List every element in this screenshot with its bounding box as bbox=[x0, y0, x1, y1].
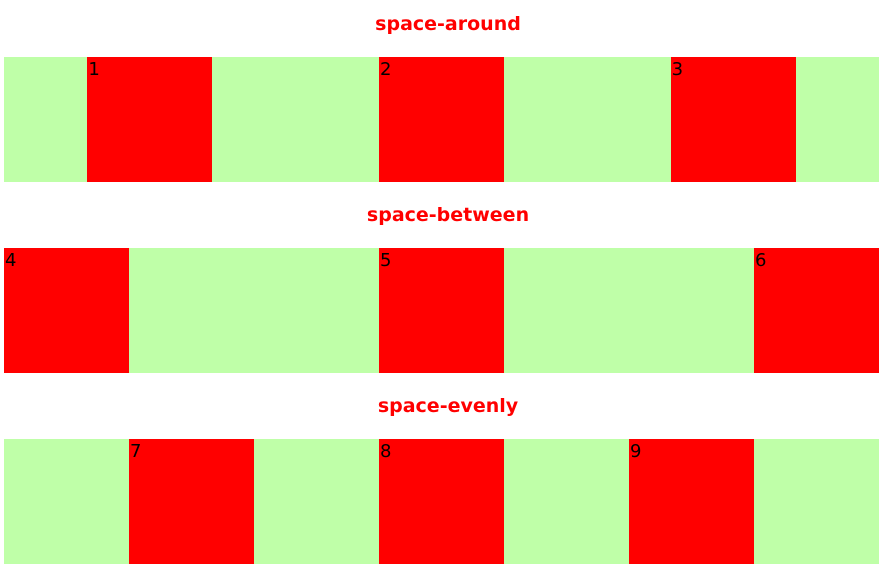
flex-item-3: 3 bbox=[670, 57, 796, 182]
flex-container-space-around: 1 2 3 bbox=[4, 57, 879, 182]
section-title-space-evenly: space-evenly bbox=[377, 395, 519, 417]
flex-container-space-evenly: 7 8 9 bbox=[4, 439, 879, 564]
flex-container-space-between: 4 5 6 bbox=[4, 248, 879, 373]
flex-item-2: 2 bbox=[378, 57, 504, 182]
flex-item-5: 5 bbox=[379, 248, 504, 373]
flex-item-7: 7 bbox=[129, 439, 254, 564]
flex-item-6: 6 bbox=[754, 248, 879, 373]
section-title-space-between: space-between bbox=[366, 204, 530, 226]
flex-item-8: 8 bbox=[379, 439, 504, 564]
flex-item-1: 1 bbox=[87, 57, 213, 182]
flex-item-9: 9 bbox=[629, 439, 754, 564]
section-title-space-around: space-around bbox=[375, 13, 521, 35]
flex-item-4: 4 bbox=[4, 248, 129, 373]
